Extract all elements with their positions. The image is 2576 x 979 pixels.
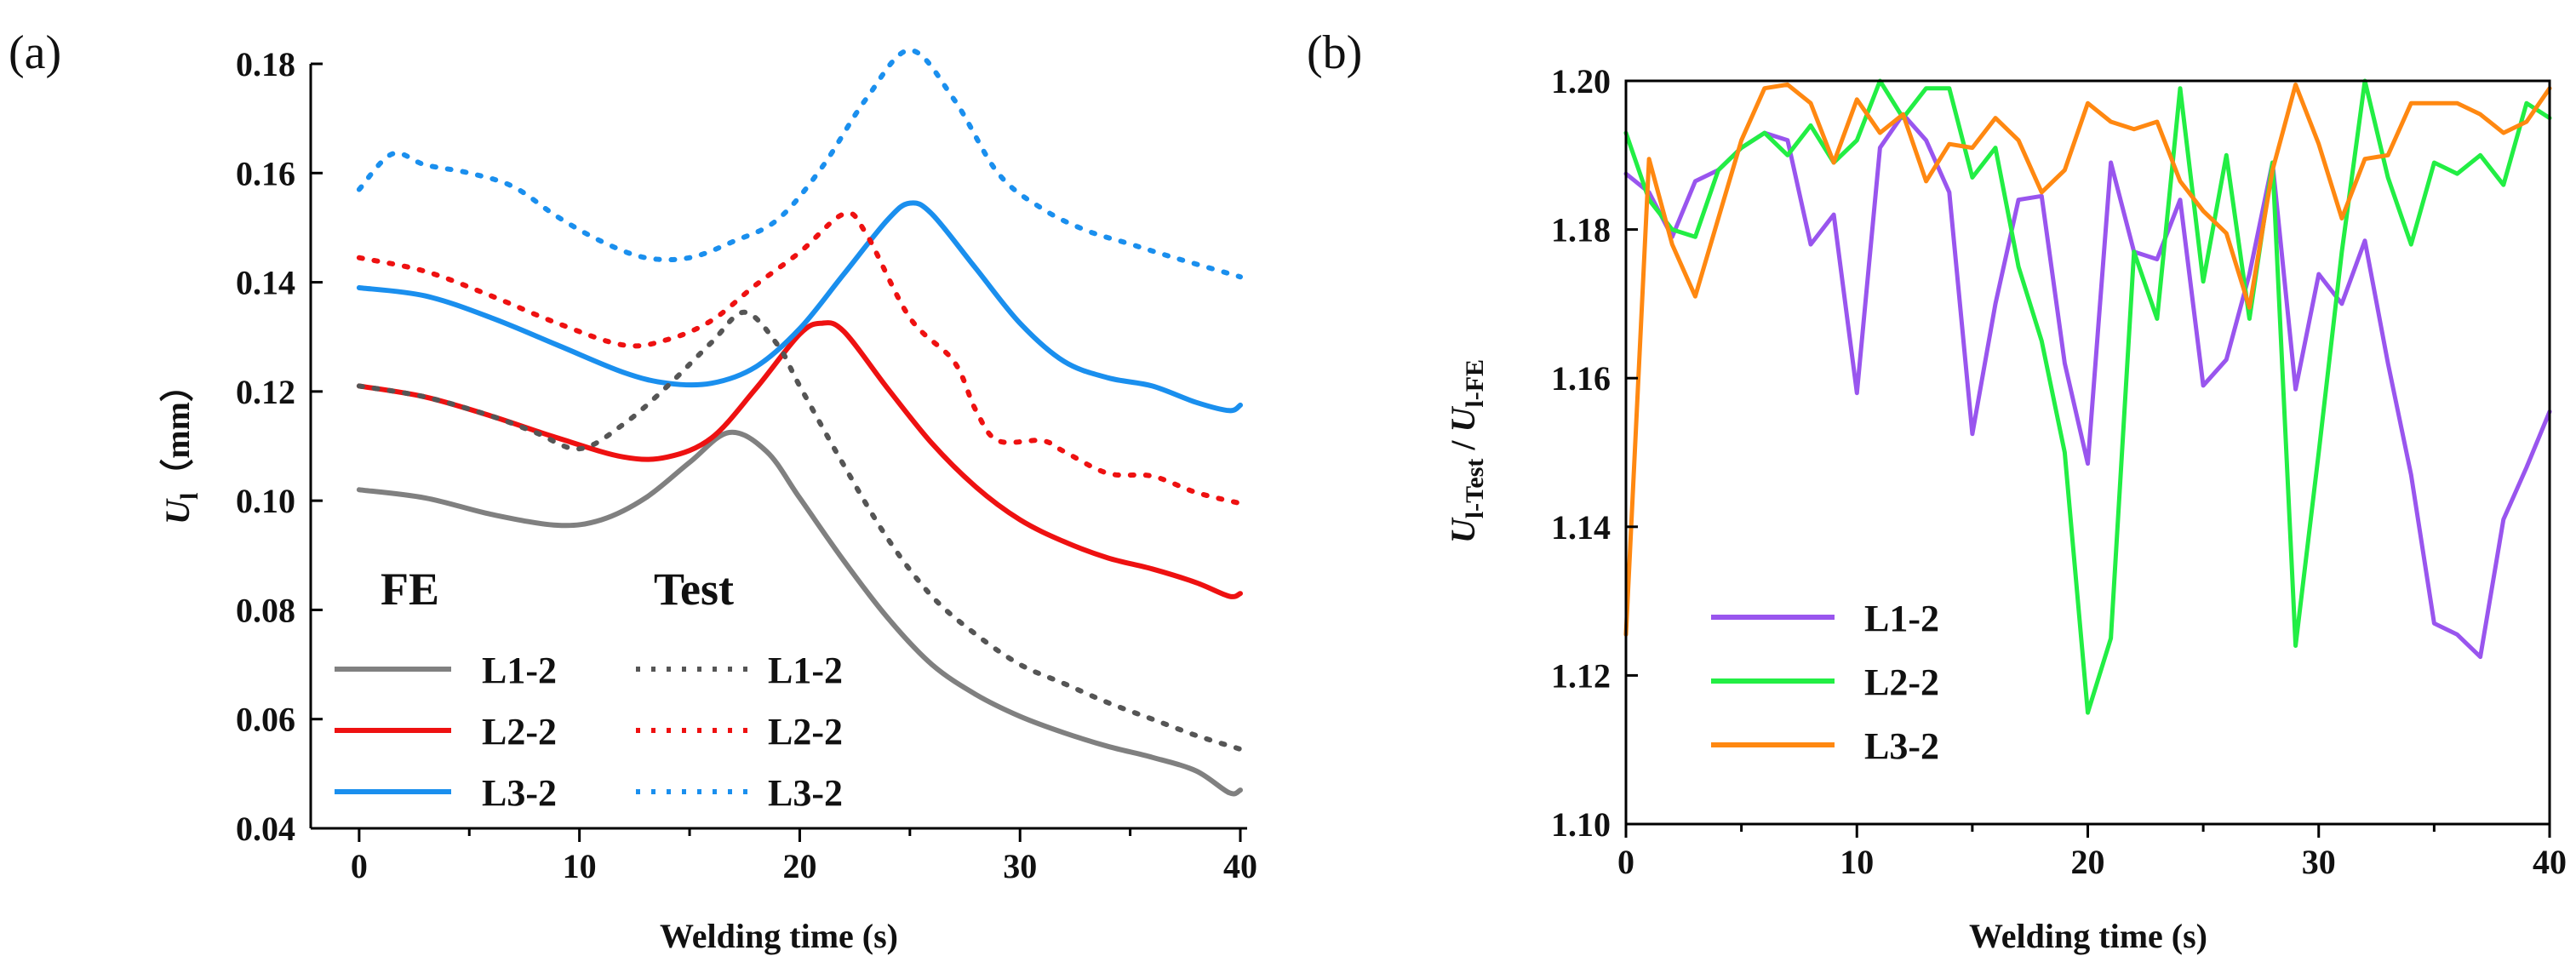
y-label-sub: l [175, 493, 203, 500]
y-tick-label: 1.20 [1551, 62, 1611, 100]
y-tick-label: 1.14 [1551, 508, 1611, 547]
x-tick-label: 10 [1840, 843, 1874, 881]
x-tick-label: 20 [2071, 843, 2105, 881]
svg-text:Ul（mm）: Ul（mm） [158, 368, 203, 524]
ylab-sep: / [1444, 432, 1482, 458]
y-tick-label: 0.06 [236, 701, 295, 739]
series-l3-2 [1623, 82, 2552, 637]
series-test-l3-2 [356, 48, 1243, 280]
y-tick-label: 0.04 [236, 810, 295, 848]
panel-a-label: (a) [9, 26, 61, 79]
legend-b-l1-2: L1-2 [1864, 598, 1939, 639]
panel-b-legend: L1-2 L2-2 L3-2 [1711, 598, 1939, 767]
y-tick-label: 0.08 [236, 591, 295, 629]
legend-test-l2-2: L2-2 [768, 711, 843, 753]
ylab-den-sub: l-FE [1461, 359, 1489, 408]
x-tick-label: 20 [782, 847, 816, 885]
series-l1-2 [1623, 112, 2552, 660]
legend-b-l3-2: L3-2 [1864, 725, 1939, 767]
ylab-num-u: U [1444, 517, 1482, 543]
y-tick-label: 0.12 [236, 373, 295, 411]
panel-b-y-axis-label: Ul-Test / Ul-FE [1444, 359, 1489, 543]
panel-b-y-ticks: 1.10 1.12 1.14 1.16 1.18 1.20 [1551, 62, 1638, 844]
y-label-u: U [158, 498, 197, 524]
panel-a-legend: FE Test L1-2 L2-2 L3-2 L1-2 L2-2 L3-2 [335, 564, 843, 814]
y-tick-label: 1.12 [1551, 656, 1611, 695]
x-tick-label: 0 [351, 847, 368, 885]
y-tick-label: 1.16 [1551, 359, 1611, 398]
ylab-num-sub: l-Test [1461, 459, 1489, 519]
ylab-den-u: U [1444, 405, 1482, 432]
panel-b-x-ticks: 0 10 20 30 40 [1617, 824, 2567, 881]
x-tick-label: 30 [1003, 847, 1037, 885]
legend-header-test: Test [654, 564, 734, 615]
panel-a-x-axis-label: Welding time (s) [660, 917, 898, 955]
y-tick-label: 0.10 [236, 482, 295, 520]
panel-a-x-ticks: 0 10 20 30 40 [351, 828, 1257, 885]
x-tick-label: 0 [1617, 843, 1634, 881]
panel-b-series [1623, 78, 2552, 715]
legend-test-l1-2: L1-2 [768, 650, 843, 691]
legend-fe-l2-2: L2-2 [482, 711, 557, 753]
y-tick-label: 1.10 [1551, 805, 1611, 844]
y-tick-label: 1.18 [1551, 211, 1611, 249]
series-fe-l1-2 [356, 429, 1243, 797]
svg-text:Ul-Test / Ul-FE: Ul-Test / Ul-FE [1444, 359, 1489, 543]
legend-fe-l1-2: L1-2 [482, 650, 557, 691]
panel-a-y-axis-label: Ul（mm） [158, 368, 203, 524]
x-tick-label: 30 [2302, 843, 2336, 881]
legend-b-l2-2: L2-2 [1864, 661, 1939, 703]
series-l2-2 [1623, 78, 2552, 715]
legend-header-fe: FE [381, 564, 439, 615]
series-test-l1-2 [356, 309, 1243, 752]
series-fe-l3-2 [356, 200, 1243, 414]
y-label-unit: （mm） [158, 368, 197, 493]
y-tick-label: 0.16 [236, 154, 295, 192]
panel-b-label: (b) [1307, 26, 1362, 79]
panel-a-series [356, 48, 1243, 797]
panel-b-chart: (b) 1.10 1.12 1.14 1.16 1.18 1.20 0 10 20 30 40 W… [1307, 26, 2567, 955]
panel-a-axes [309, 64, 1247, 830]
panel-a-chart: (a) 0.04 0.06 0.08 0.10 0.12 0.14 0.16 0.18 0 10… [9, 26, 1257, 955]
x-tick-label: 40 [1223, 847, 1257, 885]
x-tick-label: 40 [2533, 843, 2567, 881]
panel-b-x-axis-label: Welding time (s) [1969, 917, 2207, 955]
x-tick-label: 10 [563, 847, 597, 885]
series-test-l2-2 [356, 210, 1243, 507]
legend-fe-l3-2: L3-2 [482, 772, 557, 814]
legend-test-l3-2: L3-2 [768, 772, 843, 814]
panel-a-y-ticks: 0.04 0.06 0.08 0.10 0.12 0.14 0.16 0.18 [236, 45, 323, 848]
y-tick-label: 0.18 [236, 45, 295, 83]
series-fe-l2-2 [356, 320, 1243, 599]
y-tick-label: 0.14 [236, 264, 295, 302]
